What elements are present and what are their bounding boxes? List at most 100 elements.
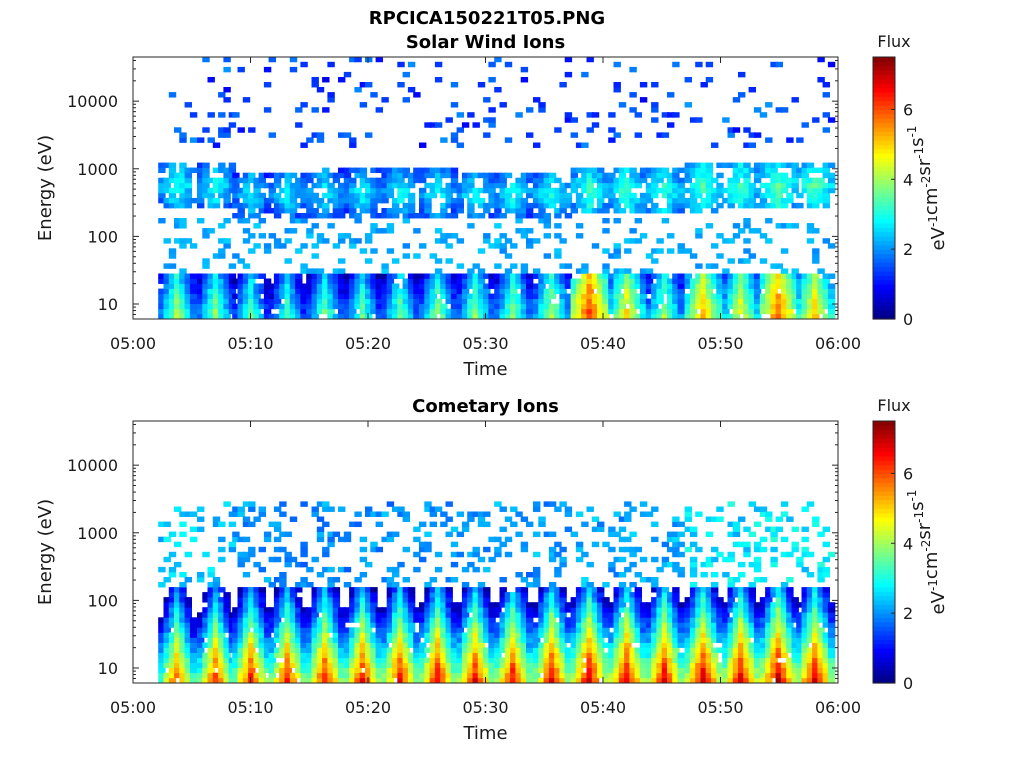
heatmap-cell <box>163 263 171 269</box>
heatmap-cell <box>386 632 395 638</box>
heatmap-cell <box>695 637 703 643</box>
heatmap-cell <box>629 182 637 189</box>
heatmap-cell <box>402 672 410 679</box>
heatmap-cell <box>472 602 480 608</box>
heatmap-cell <box>695 642 703 648</box>
heatmap-cell <box>434 662 443 669</box>
heatmap-cell <box>440 288 448 295</box>
heatmap-cell <box>440 293 448 300</box>
heatmap-cell <box>554 288 562 295</box>
heatmap-cell <box>504 137 513 143</box>
heatmap-cell <box>273 202 282 209</box>
heatmap-cell <box>386 577 395 583</box>
heatmap-cell <box>597 293 605 300</box>
heatmap-cell <box>806 192 815 199</box>
heatmap-cell <box>510 667 518 674</box>
heatmap-cell <box>786 162 794 169</box>
heatmap-cell <box>564 662 573 669</box>
heatmap-cell <box>295 602 303 608</box>
heatmap-cell <box>602 582 610 588</box>
heatmap-cell <box>608 561 616 568</box>
heatmap-cell <box>349 627 357 633</box>
heatmap-cell <box>575 667 584 674</box>
heatmap-cell <box>232 642 240 648</box>
heatmap-cell <box>163 612 171 618</box>
heatmap-cell <box>510 313 518 320</box>
heatmap-cell <box>445 612 453 618</box>
heatmap-cell <box>375 642 383 648</box>
heatmap-cell <box>510 283 518 289</box>
heatmap-cell <box>434 182 443 189</box>
heatmap-cell <box>232 112 240 118</box>
heatmap-cell <box>343 187 352 194</box>
heatmap-cell <box>812 293 820 300</box>
heatmap-cell <box>602 672 610 679</box>
heatmap-cell <box>419 273 427 279</box>
heatmap-cell <box>775 263 783 269</box>
heatmap-cell <box>520 283 529 289</box>
heatmap-cell <box>268 288 276 295</box>
heatmap-cell <box>564 278 573 284</box>
heatmap-cell <box>727 672 735 679</box>
heatmap-cell <box>554 647 562 653</box>
heatmap-cell <box>300 61 308 68</box>
heatmap-cell <box>174 172 182 179</box>
heatmap-cell <box>258 177 266 184</box>
heatmap-cell <box>494 632 502 638</box>
heatmap-cell <box>515 657 523 664</box>
heatmap-cell <box>817 77 825 83</box>
heatmap-cell <box>242 197 251 204</box>
heatmap-cell <box>597 273 605 279</box>
heatmap-cell <box>189 657 198 664</box>
heatmap-cell <box>223 167 231 174</box>
heatmap-cell <box>510 263 518 269</box>
heatmap-cell <box>591 273 600 279</box>
heatmap-cell <box>407 273 416 279</box>
heatmap-cell <box>618 647 627 653</box>
heatmap-cell <box>242 228 251 234</box>
heatmap-cell <box>656 617 664 623</box>
heatmap-cell <box>268 617 276 623</box>
heatmap-cell <box>338 172 346 179</box>
heatmap-cell <box>618 526 627 533</box>
heatmap-cell <box>515 278 523 284</box>
heatmap-cell <box>639 501 648 507</box>
heatmap-cell <box>689 298 698 305</box>
heatmap-cell <box>618 572 627 578</box>
heatmap-cell <box>424 308 432 315</box>
heatmap-cell <box>510 293 518 300</box>
heatmap-cell <box>700 313 708 320</box>
heatmap-cell <box>812 228 820 234</box>
heatmap-cell <box>232 657 240 664</box>
heatmap-cell <box>597 652 605 659</box>
heatmap-cell <box>273 677 282 684</box>
heatmap-cell <box>311 82 319 88</box>
heatmap-cell <box>349 637 357 643</box>
heatmap-cell <box>510 607 518 613</box>
heatmap-cell <box>570 303 578 310</box>
heatmap-cell <box>786 223 794 229</box>
heatmap-cell <box>456 657 464 664</box>
heatmap-cell <box>268 612 276 618</box>
colorbar-segment <box>873 153 895 159</box>
heatmap-cell <box>386 172 395 179</box>
heatmap-cell <box>494 283 502 289</box>
heatmap-cell <box>429 657 437 664</box>
heatmap-cell <box>306 308 314 315</box>
heatmap-cell <box>440 602 448 608</box>
heatmap-cell <box>672 536 680 543</box>
heatmap-cell <box>184 551 192 558</box>
heatmap-cell <box>242 622 251 628</box>
colorbar-segment <box>873 113 895 119</box>
heatmap-cell <box>242 293 251 300</box>
heatmap-cell <box>695 612 703 618</box>
heatmap-cell <box>732 273 741 279</box>
heatmap-cell <box>197 632 205 638</box>
heatmap-cell <box>520 637 529 643</box>
heatmap-cell <box>586 202 594 209</box>
heatmap-cell <box>651 617 659 623</box>
heatmap-cell <box>158 647 166 653</box>
heatmap-cell <box>651 107 659 113</box>
heatmap-cell <box>232 313 240 320</box>
